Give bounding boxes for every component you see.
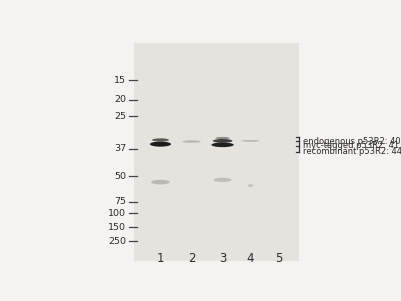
Ellipse shape	[211, 142, 234, 147]
Text: 4: 4	[247, 252, 254, 265]
Text: 50: 50	[114, 172, 126, 181]
Bar	[134, 43, 299, 261]
Text: 250: 250	[108, 237, 126, 246]
Ellipse shape	[151, 180, 170, 185]
Ellipse shape	[213, 139, 233, 143]
Text: endogenous p53R2: 40.7 kd: endogenous p53R2: 40.7 kd	[304, 137, 401, 146]
Text: recombinant p53R2: 44.3 kd: recombinant p53R2: 44.3 kd	[304, 147, 401, 156]
Text: 1: 1	[157, 252, 164, 265]
Ellipse shape	[241, 140, 260, 142]
Ellipse shape	[215, 137, 230, 139]
Text: 37: 37	[114, 144, 126, 153]
Ellipse shape	[248, 184, 253, 187]
Text: 5: 5	[275, 252, 282, 265]
Ellipse shape	[152, 138, 169, 141]
Text: 2: 2	[188, 252, 195, 265]
Text: 150: 150	[108, 223, 126, 232]
Ellipse shape	[214, 178, 232, 182]
Ellipse shape	[182, 140, 201, 143]
Text: myc-tagged p53R2: 41.9 kd: myc-tagged p53R2: 41.9 kd	[304, 141, 401, 150]
Text: 15: 15	[114, 76, 126, 85]
Ellipse shape	[150, 141, 171, 147]
Text: 3: 3	[219, 252, 226, 265]
Text: 75: 75	[114, 197, 126, 206]
Text: 25: 25	[114, 112, 126, 121]
Text: 100: 100	[108, 209, 126, 218]
Text: 20: 20	[114, 95, 126, 104]
